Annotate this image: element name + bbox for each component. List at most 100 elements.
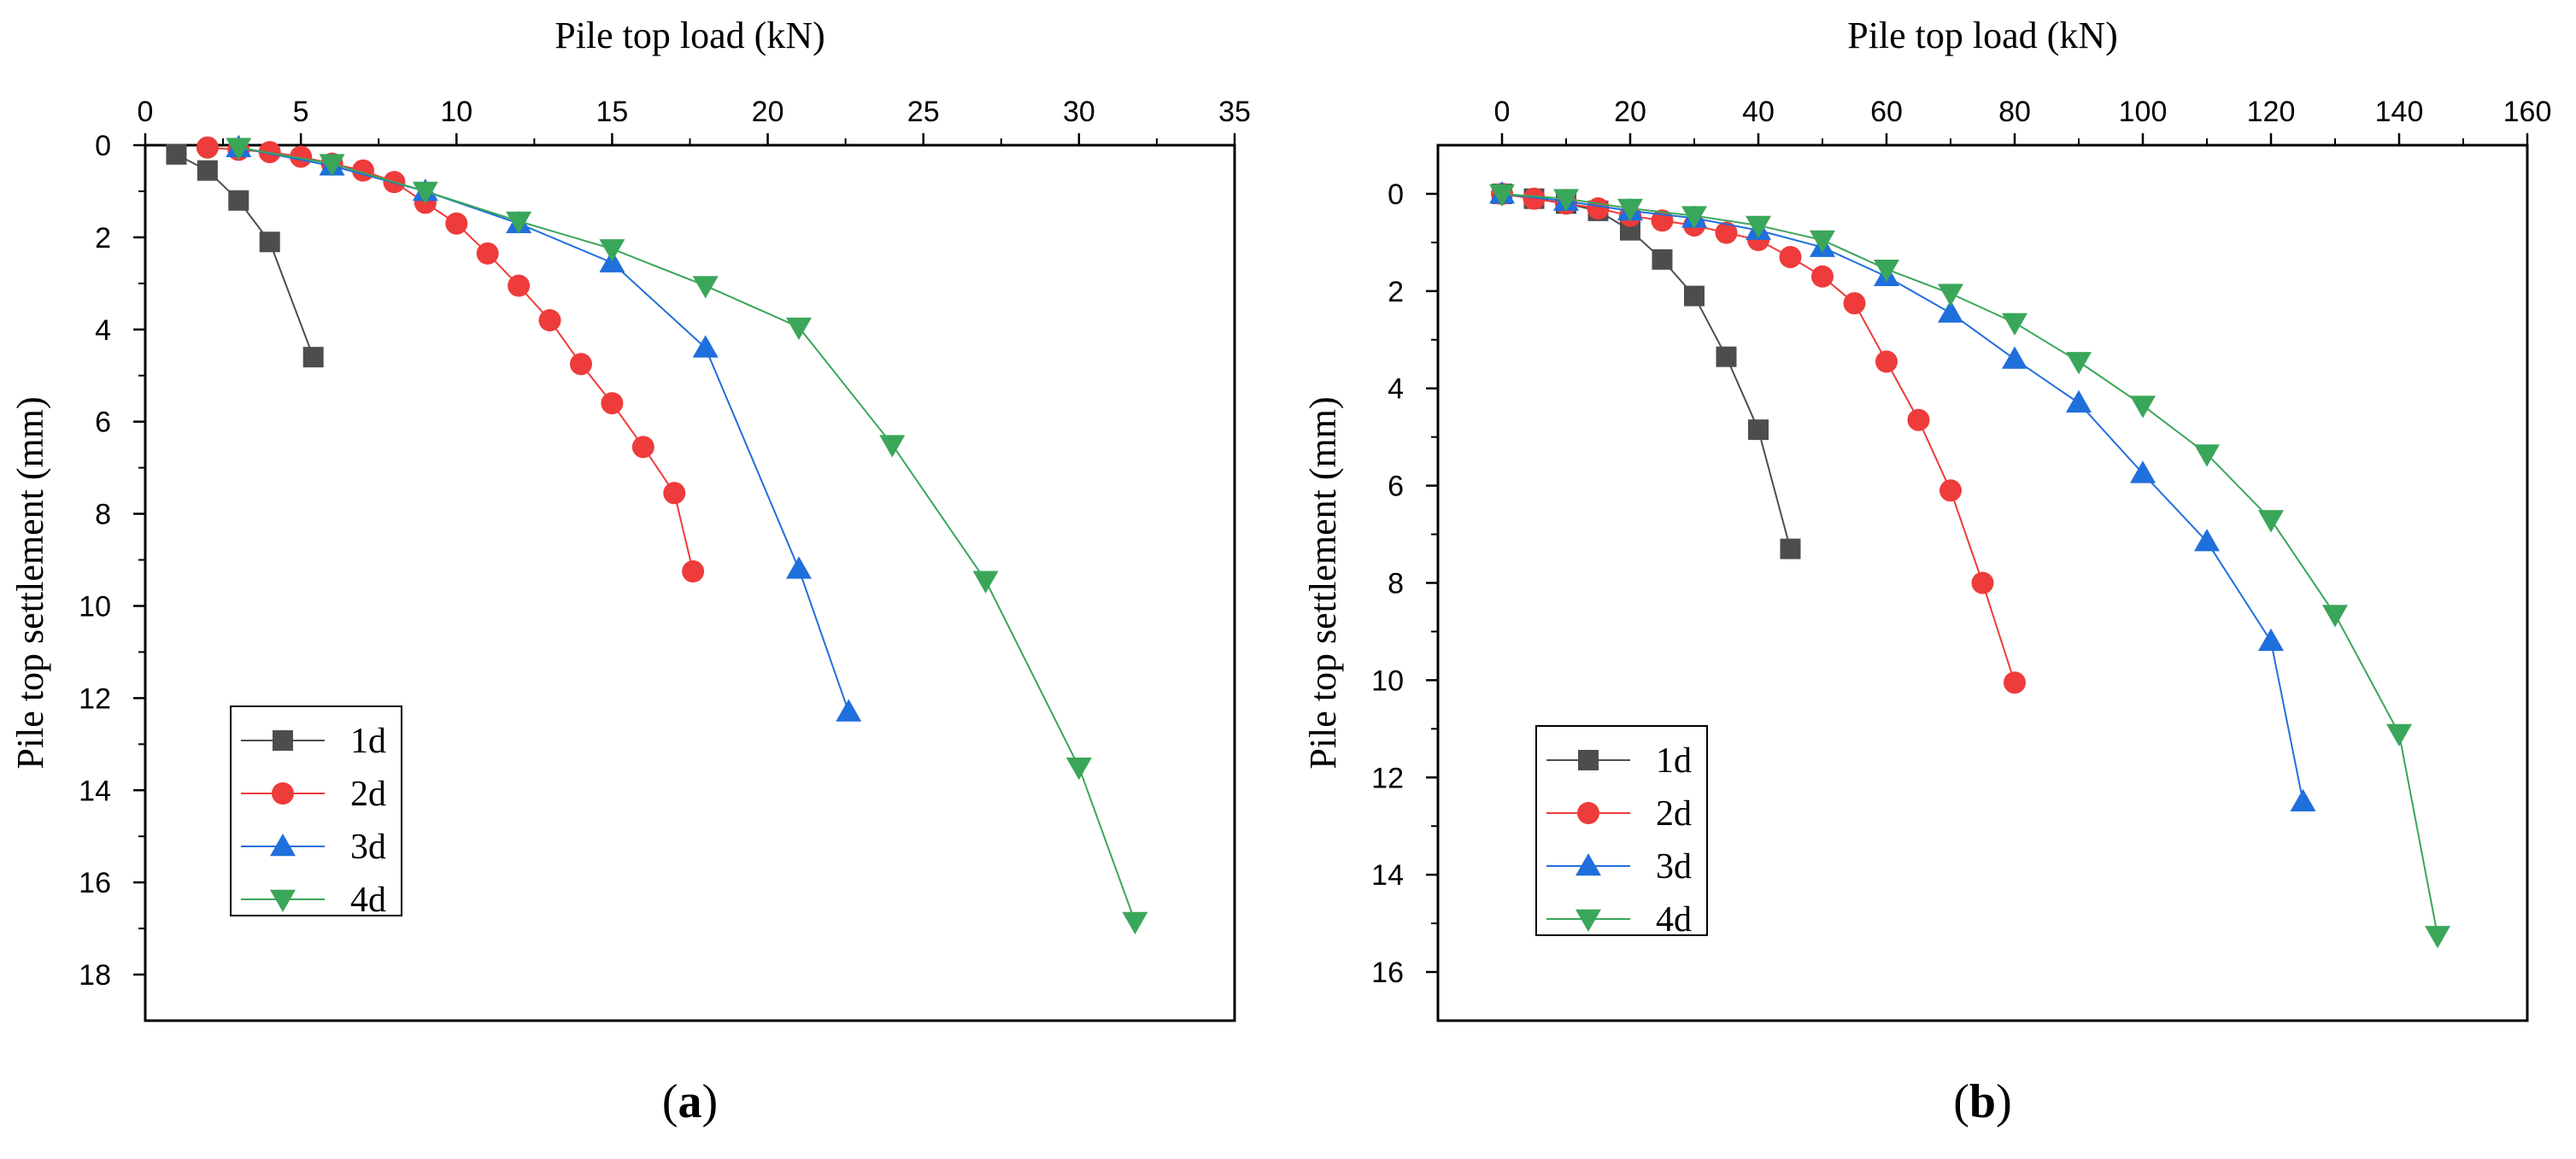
- data-point-4d: [692, 276, 719, 299]
- data-point-2d: [1875, 350, 1898, 373]
- x-axis-title: Pile top load (kN): [1847, 15, 2118, 56]
- data-point-3d: [786, 556, 812, 579]
- data-point-4d: [2194, 444, 2220, 467]
- data-point-3d: [2290, 788, 2316, 811]
- data-point-4d: [1489, 184, 1515, 207]
- legend-marker-1d: [273, 730, 293, 751]
- data-point-2d: [601, 392, 624, 415]
- chart-panel-b: 0 20 40 60 80 100 120 140 160 0 2 4 6 8 10 12 14 16 Pile t…: [1302, 15, 2551, 1128]
- data-point-4d: [1617, 198, 1643, 222]
- data-point-3d: [836, 699, 862, 722]
- data-point-4d: [1938, 284, 1963, 307]
- data-point-3d: [2130, 460, 2156, 483]
- data-point-4d: [1553, 189, 1579, 212]
- series-line-1d: [1501, 192, 1792, 549]
- data-point-2d: [508, 274, 531, 297]
- y-tick-label: 10: [1371, 664, 1404, 697]
- x-tick-label: 20: [1614, 96, 1646, 128]
- legend-label-3d: 3d: [350, 828, 386, 867]
- x-tick-label: 20: [752, 96, 784, 128]
- series-4d: [226, 138, 1148, 935]
- series-3d: [226, 134, 862, 722]
- data-point-3d: [2002, 346, 2027, 369]
- x-tick-label: 0: [1494, 96, 1511, 128]
- x-tick-label: 100: [2119, 96, 2168, 128]
- x-tick-label: 60: [1870, 96, 1903, 128]
- y-tick-label: 12: [79, 682, 111, 715]
- data-point-4d: [1874, 259, 1899, 283]
- legend-marker-4d: [270, 889, 296, 912]
- series-4d: [1489, 184, 2450, 949]
- y-tick-label: 2: [1388, 276, 1404, 308]
- data-point-4d: [1065, 758, 1092, 781]
- data-point-4d: [2386, 723, 2412, 747]
- y-tick-label: 12: [1371, 762, 1404, 794]
- data-point-4d: [1810, 230, 1835, 254]
- data-point-1d: [228, 190, 249, 211]
- y-tick-label: 2: [95, 222, 111, 255]
- data-point-1d: [1716, 346, 1737, 367]
- y-tick-label: 14: [79, 775, 111, 807]
- data-point-2d: [1843, 292, 1866, 315]
- data-point-2d: [2004, 671, 2026, 694]
- data-point-4d: [1681, 206, 1707, 229]
- series-line-1d: [175, 153, 314, 358]
- legend-marker-2d: [1577, 802, 1599, 824]
- y-tick-label: 18: [79, 959, 111, 992]
- series-line-3d: [238, 146, 850, 712]
- legend-label-3d: 3d: [1656, 847, 1692, 887]
- y-tick-label: 0: [95, 130, 111, 162]
- y-tick-label: 4: [95, 314, 111, 347]
- x-tick-label: 35: [1218, 96, 1251, 128]
- data-point-2d: [1907, 408, 1930, 431]
- data-point-2d: [538, 309, 561, 331]
- legend-label-2d: 2d: [350, 775, 386, 814]
- data-point-2d: [476, 242, 499, 265]
- data-point-3d: [2066, 389, 2092, 413]
- y-tick-label: 6: [1388, 471, 1404, 503]
- data-point-2d: [1587, 197, 1610, 220]
- data-point-3d: [692, 335, 719, 358]
- data-point-2d: [1939, 479, 1962, 502]
- y-tick-label: 8: [95, 499, 111, 531]
- x-tick-label: 30: [1063, 96, 1095, 128]
- x-tick-label: 5: [293, 96, 309, 128]
- data-point-4d: [506, 211, 532, 235]
- y-tick-label: 8: [1388, 568, 1404, 600]
- data-point-2d: [1715, 221, 1738, 244]
- chart-panel-a: 0 5 10 15 20 25 30 35 0 2 4 6 8 10 12 14 16 18 Pile top lo…: [9, 15, 1251, 1128]
- data-point-1d: [1748, 419, 1769, 441]
- x-tick-label: 0: [138, 96, 154, 128]
- x-axis-title: Pile top load (kN): [555, 15, 825, 56]
- legend-marker-1d: [1578, 750, 1599, 770]
- data-point-2d: [445, 212, 468, 235]
- data-point-4d: [2130, 395, 2156, 419]
- legend-marker-3d: [1576, 853, 1601, 876]
- x-tick-label: 160: [2503, 96, 2552, 128]
- data-point-4d: [226, 138, 252, 161]
- series-line-4d: [1501, 192, 2438, 936]
- data-point-4d: [2322, 605, 2348, 628]
- data-point-2d: [570, 353, 592, 376]
- series-line-3d: [1501, 192, 2304, 802]
- data-point-4d: [2425, 926, 2450, 949]
- data-point-3d: [1938, 300, 1963, 323]
- x-tick-label: 40: [1742, 96, 1775, 128]
- y-tick-label: 0: [1388, 179, 1404, 211]
- legend-marker-3d: [270, 834, 296, 857]
- legend: 1d 2d 3d 4d: [230, 705, 402, 920]
- x-tick-label: 80: [1998, 96, 2031, 128]
- data-point-2d: [290, 145, 313, 168]
- data-point-2d: [1971, 571, 1994, 594]
- data-point-4d: [972, 571, 999, 594]
- data-point-1d: [302, 347, 324, 368]
- series-line-2d: [207, 146, 695, 572]
- y-axis-title: Pile top settlement (mm): [1302, 396, 1344, 769]
- data-point-4d: [2066, 352, 2092, 375]
- data-point-1d: [1652, 249, 1673, 270]
- legend-marker-2d: [272, 782, 294, 805]
- legend-label-2d: 2d: [1656, 794, 1692, 834]
- x-tick-label: 120: [2247, 96, 2296, 128]
- legend-label-4d: 4d: [350, 881, 386, 920]
